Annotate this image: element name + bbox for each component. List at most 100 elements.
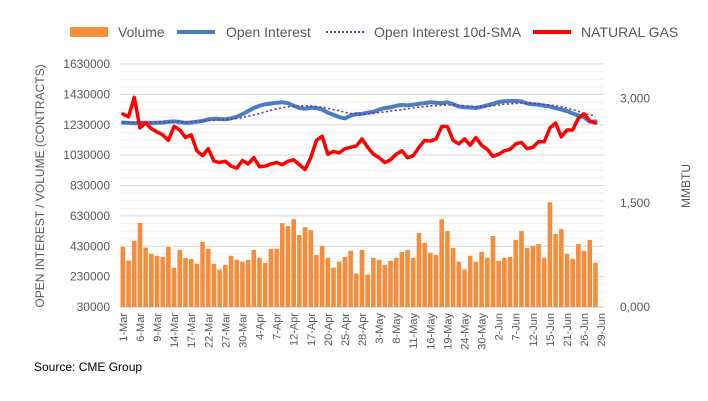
volume-bar: [519, 231, 524, 307]
left-axis-ticks: 30000 230000 430000 630000 830000 1030000 1230…: [63, 57, 110, 314]
volume-bar: [194, 263, 200, 307]
volume-bar: [439, 219, 445, 307]
series-lines: [120, 95, 598, 172]
left-tick-label: 830000: [70, 179, 110, 193]
volume-bar: [308, 230, 314, 307]
left-tick-label: 1030000: [63, 148, 110, 162]
volume-bar: [336, 261, 342, 307]
volume-bar: [593, 262, 598, 307]
x-tick-label: 1-Mar: [118, 313, 130, 342]
sma-line: [122, 102, 596, 124]
volume-bar: [211, 263, 217, 307]
legend-swatch-volume: [70, 27, 108, 37]
legend: Volume Open Interest Open Interest 10d-S…: [70, 24, 678, 40]
volume-bar: [160, 256, 166, 307]
volume-bar: [445, 231, 450, 307]
volume-bar: [422, 242, 427, 307]
volume-bar: [217, 269, 222, 307]
volume-bar: [188, 258, 194, 307]
x-tick-label: 28-Apr: [357, 313, 369, 346]
volume-bar: [365, 274, 370, 307]
volume-bar: [433, 254, 439, 307]
left-tick-label: 430000: [70, 239, 110, 253]
x-tick-label: 11-May: [408, 313, 420, 349]
volume-bar: [234, 259, 240, 307]
volume-bar: [576, 243, 581, 307]
volume-bar: [541, 257, 547, 307]
volume-bar: [359, 249, 365, 307]
volume-bar: [428, 252, 433, 307]
right-tick-label: 0,000: [620, 300, 650, 314]
x-tick-label: 17-Apr: [306, 313, 318, 346]
volume-bar: [149, 253, 154, 307]
volume-bar: [251, 249, 257, 307]
volume-bar: [553, 233, 558, 307]
volume-bar: [154, 255, 160, 307]
x-tick-label: 19-May: [442, 313, 454, 350]
volume-bar: [279, 223, 285, 307]
volume-bars: [120, 202, 598, 307]
volume-bar: [354, 273, 359, 307]
x-tick-label: 6-Mar: [135, 313, 147, 342]
volume-bar: [536, 243, 541, 307]
volume-bar: [331, 267, 336, 307]
volume-bar: [285, 226, 291, 307]
volume-bar: [171, 267, 177, 307]
x-tick-label: 7-Jun: [511, 313, 523, 341]
right-tick-label: 1,500: [620, 196, 650, 210]
x-tick-label: 8-May: [391, 313, 403, 344]
volume-bar: [502, 257, 507, 307]
volume-bar: [388, 260, 393, 307]
legend-label-natural-gas: NATURAL GAS: [581, 24, 678, 40]
volume-bar: [240, 261, 245, 307]
x-tick-label: 12-Apr: [289, 313, 301, 346]
x-tick-label: 17-Mar: [186, 313, 198, 348]
x-tick-label: 29-Jun: [596, 313, 608, 347]
natural-gas-line: [121, 95, 598, 172]
volume-bar: [205, 248, 211, 307]
right-tick-label: 3,000: [620, 92, 650, 106]
x-tick-label: 30-Mar: [237, 313, 249, 348]
volume-bar: [524, 247, 530, 307]
volume-bar: [473, 261, 479, 307]
x-axis-ticks: 1-Mar 6-Mar 9-Mar 14-Mar 17-Mar 22-Mar 27-Mar 3…: [118, 313, 608, 350]
x-tick-label: 14-Mar: [169, 313, 181, 348]
volume-bar: [166, 246, 171, 307]
volume-bar: [325, 257, 331, 307]
volume-bar: [245, 259, 251, 307]
source-note: Source: CME Group: [34, 360, 143, 374]
x-tick-label: 27-Mar: [220, 313, 232, 348]
volume-bar: [393, 257, 399, 307]
right-axis-title: MMBTU: [679, 164, 693, 208]
volume-bar: [228, 255, 234, 307]
legend-label-volume: Volume: [118, 24, 165, 40]
volume-bar: [371, 257, 376, 307]
volume-bar: [348, 250, 353, 307]
left-tick-label: 1630000: [63, 57, 110, 71]
volume-bar: [530, 245, 536, 307]
legend-label-open-interest: Open Interest: [226, 24, 311, 40]
volume-bar: [319, 245, 325, 307]
volume-bar: [496, 260, 501, 307]
left-axis-title: OPEN INTEREST / VOLUME (CONTRACTS): [33, 64, 47, 307]
volume-bar: [581, 250, 587, 307]
volume-bar: [462, 269, 467, 307]
x-tick-label: 15-Jun: [545, 313, 557, 347]
volume-bar: [456, 261, 462, 307]
left-tick-label: 30000: [77, 300, 111, 314]
volume-bar: [484, 257, 490, 307]
x-tick-label: 22-Mar: [203, 313, 215, 348]
x-tick-label: 26-Jun: [579, 313, 591, 347]
volume-bar: [262, 262, 268, 307]
volume-bar: [405, 249, 410, 307]
legend-label-sma: Open Interest 10d-SMA: [374, 24, 522, 40]
volume-bar: [399, 251, 405, 307]
volume-bar: [547, 202, 553, 307]
volume-bar: [564, 253, 570, 307]
volume-bar: [416, 233, 422, 307]
volume-bar: [126, 260, 131, 307]
volume-bar: [274, 248, 279, 307]
volume-bar: [137, 222, 143, 307]
left-tick-label: 630000: [70, 209, 110, 223]
